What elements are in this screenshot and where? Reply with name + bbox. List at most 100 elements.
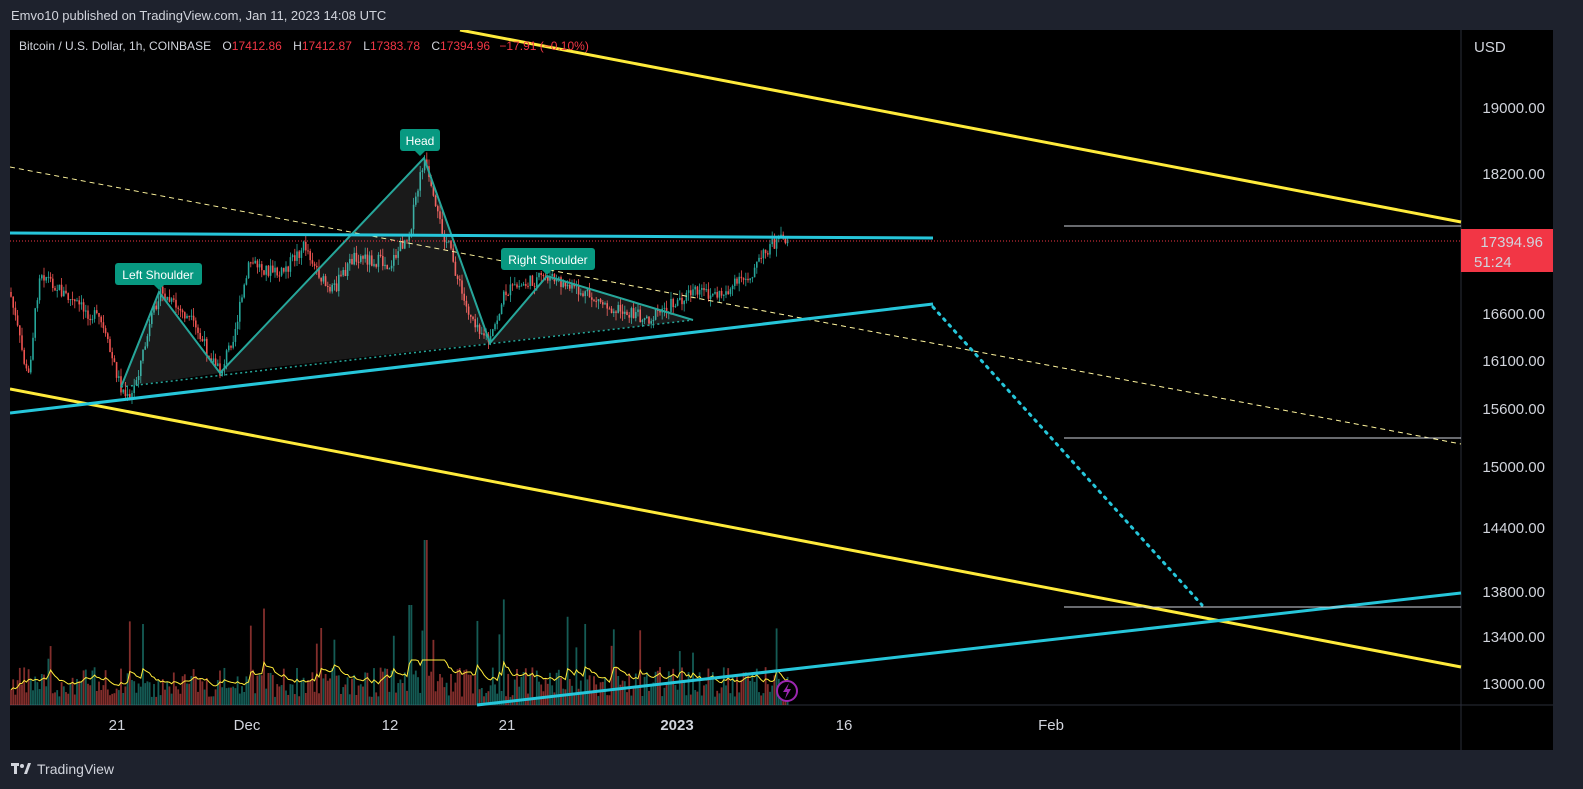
candle-body xyxy=(261,264,263,271)
candle-body xyxy=(390,265,393,269)
dashed-trend-line[interactable] xyxy=(10,166,1462,445)
volume-bar xyxy=(115,688,118,705)
volume-bar xyxy=(199,678,202,705)
candle-body xyxy=(731,285,734,290)
volume-bar xyxy=(212,696,215,705)
candle-body xyxy=(175,299,177,308)
resistance-line[interactable] xyxy=(10,231,934,240)
candle-body xyxy=(351,258,353,265)
volume-bar xyxy=(263,608,265,705)
volume-bar xyxy=(14,694,17,705)
volume-bar xyxy=(747,675,749,705)
volume-bar xyxy=(146,681,149,705)
volume-bar xyxy=(194,676,197,705)
candle-body xyxy=(133,385,135,394)
time-axis[interactable]: 21 Dec 12 21 2023 16 Feb xyxy=(109,717,1064,734)
candle-body xyxy=(190,315,193,317)
candle-body xyxy=(558,277,560,279)
volume-bar xyxy=(144,683,147,705)
volume-bar xyxy=(447,695,450,705)
head-and-shoulders-pattern[interactable] xyxy=(120,156,694,388)
candle-body xyxy=(663,307,666,309)
volume-bar xyxy=(401,683,404,705)
time-tick-label: 2023 xyxy=(660,717,693,734)
candle-body xyxy=(564,282,567,287)
lower-ascending-line[interactable] xyxy=(476,591,1462,707)
candle-body xyxy=(549,276,551,281)
candle-body xyxy=(687,290,690,293)
svg-text:Head: Head xyxy=(406,134,435,148)
ascending-support-line[interactable] xyxy=(10,302,934,415)
candlesticks xyxy=(10,152,789,404)
lower-channel-line[interactable] xyxy=(10,387,1462,669)
candle-body xyxy=(437,206,439,212)
volume-bar xyxy=(656,670,659,705)
candle-body xyxy=(742,278,745,280)
candle-body xyxy=(168,296,171,302)
candle-body xyxy=(47,276,50,278)
candle-body xyxy=(201,339,204,342)
candle-body xyxy=(454,261,457,276)
candle-body xyxy=(632,308,635,319)
volume-bar xyxy=(45,686,48,705)
right-shoulder-label[interactable]: Right Shoulder xyxy=(501,248,595,275)
candle-body xyxy=(421,170,424,173)
price-chart[interactable]: Head Left Shoulder Right Shoulder Bitcoi… xyxy=(10,30,1553,750)
projection-dotted-line[interactable] xyxy=(931,305,1204,607)
candle-body xyxy=(773,238,776,249)
volume-bar xyxy=(507,673,510,705)
candle-body xyxy=(329,286,331,292)
candle-body xyxy=(265,265,267,275)
volume-bar xyxy=(472,693,474,705)
volume-bar xyxy=(436,681,439,705)
volume-bar xyxy=(608,695,611,705)
candle-body xyxy=(373,264,375,266)
volume-bar xyxy=(538,681,540,705)
volume-bar xyxy=(397,683,400,705)
candle-body xyxy=(102,322,105,329)
volume-bar xyxy=(117,690,120,705)
volume-bar xyxy=(208,696,210,705)
countdown-timer: 51:24 xyxy=(1474,254,1512,271)
volume-bar xyxy=(230,687,232,705)
candle-body xyxy=(679,297,681,300)
candle-body xyxy=(672,298,674,308)
volume-bar xyxy=(357,685,360,705)
neckline-dotted[interactable] xyxy=(120,319,694,388)
left-shoulder-label[interactable]: Left Shoulder xyxy=(115,263,202,290)
volume-bar xyxy=(260,675,263,705)
price-axis[interactable]: USD 19000.00 18200.00 16600.00 16100.00 1560… xyxy=(1474,39,1545,693)
volume-bar xyxy=(612,629,615,705)
volume-bar xyxy=(725,685,727,705)
candle-body xyxy=(74,299,76,302)
volume-bar xyxy=(227,687,230,705)
candle-body xyxy=(459,278,461,281)
volume-bar xyxy=(32,690,34,705)
volume-bar xyxy=(720,687,723,705)
candle-body xyxy=(439,211,441,220)
candle-body xyxy=(727,291,729,295)
volume-bar xyxy=(205,677,208,705)
candle-body xyxy=(296,251,298,261)
volume-bar xyxy=(71,677,74,705)
candle-body xyxy=(118,376,120,378)
candle-body xyxy=(507,295,509,297)
candle-body xyxy=(734,278,736,286)
candle-body xyxy=(104,328,107,334)
candle-body xyxy=(718,290,721,298)
volume-bar xyxy=(192,669,195,705)
volume-bar xyxy=(190,675,193,705)
price-tick-label: 18200.00 xyxy=(1482,166,1545,183)
candle-body xyxy=(254,260,256,264)
volume-bar xyxy=(10,689,12,705)
upper-channel-line[interactable] xyxy=(459,30,1462,224)
volume-bar xyxy=(760,695,763,705)
volume-bar xyxy=(441,677,444,705)
footer-brand[interactable]: TradingView xyxy=(11,756,114,782)
candle-body xyxy=(170,298,173,302)
lightning-icon[interactable] xyxy=(776,680,798,702)
head-label[interactable]: Head xyxy=(400,129,440,156)
volume-bar xyxy=(502,599,505,705)
chart-area[interactable]: Head Left Shoulder Right Shoulder Bitcoi… xyxy=(10,30,1553,750)
candle-body xyxy=(494,324,496,330)
